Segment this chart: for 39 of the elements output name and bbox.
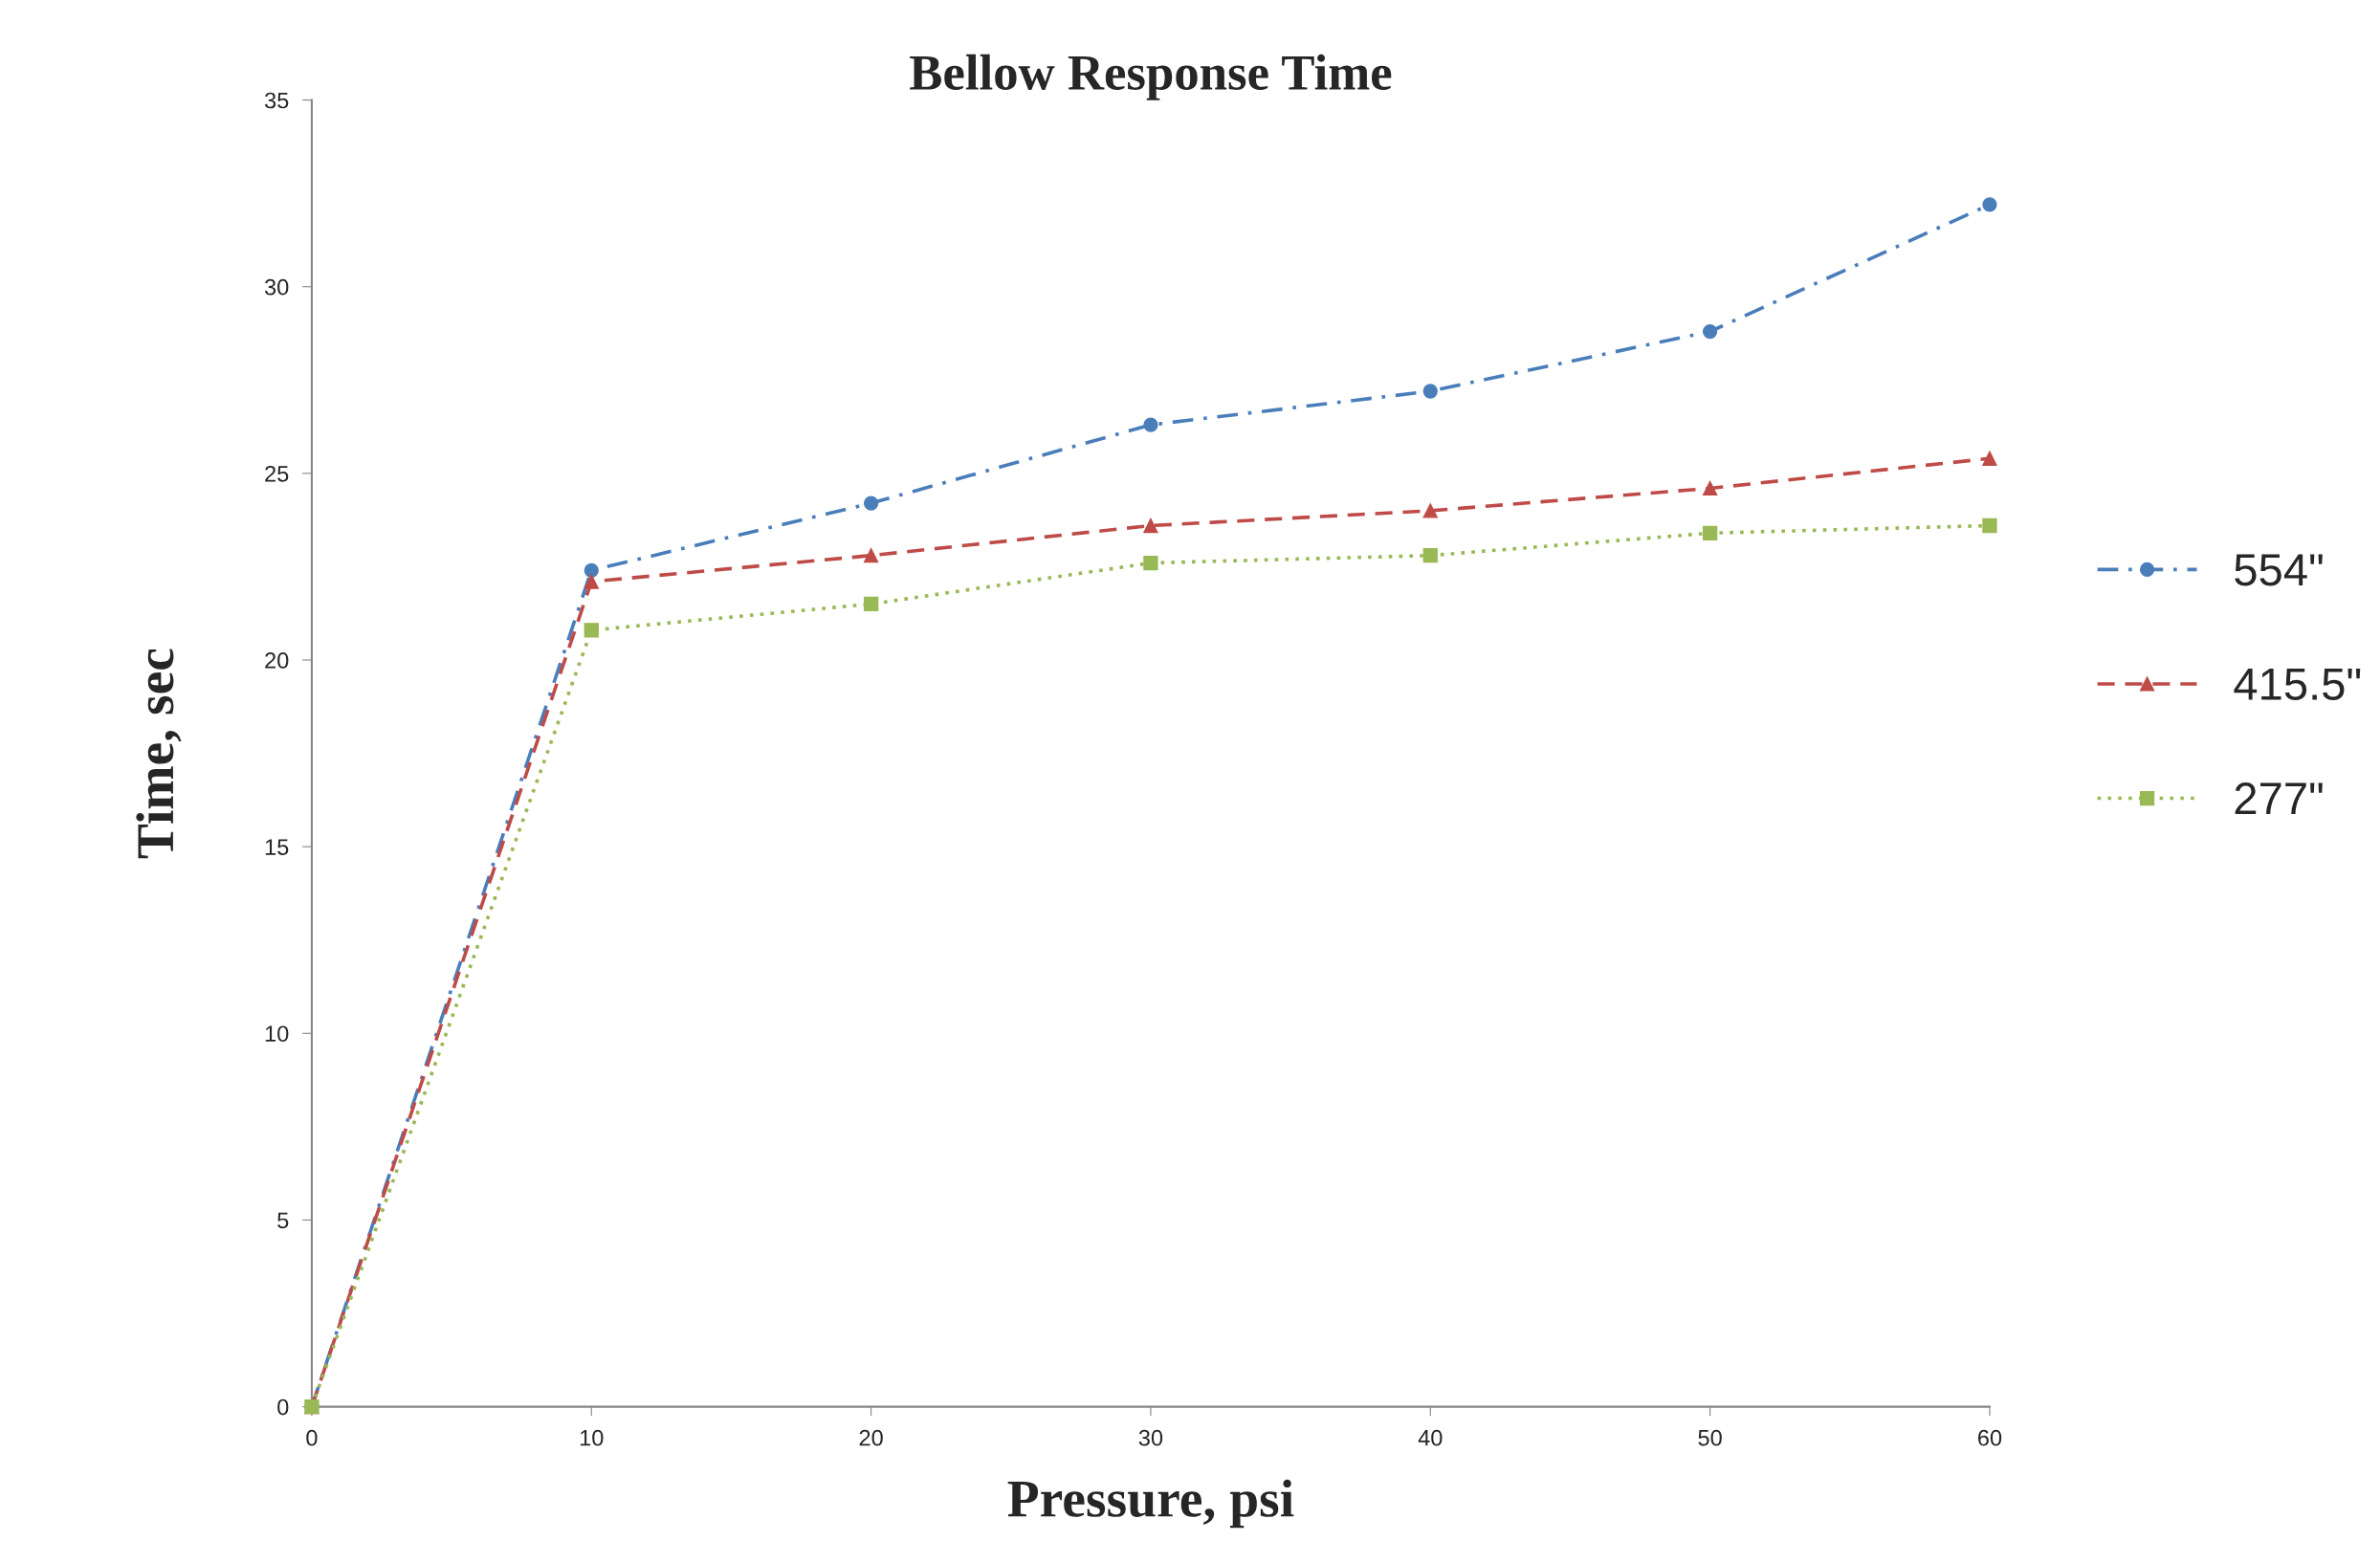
y-tick-label: 0 — [277, 1398, 289, 1416]
x-tick-label: 20 — [859, 1429, 883, 1446]
x-tick-label: 0 — [306, 1429, 318, 1446]
y-tick-label: 20 — [265, 652, 289, 669]
y-tick-label: 5 — [277, 1212, 289, 1229]
y-tick-label: 10 — [265, 1025, 289, 1043]
point — [1422, 503, 1438, 518]
x-tick-label: 60 — [1978, 1429, 2002, 1446]
point — [863, 596, 879, 612]
point — [1143, 517, 1158, 534]
point — [1702, 323, 1718, 340]
y-axis-title: Time, sec — [136, 649, 182, 859]
x-tick-label: 30 — [1138, 1429, 1163, 1446]
x-axis-title: Pressure, psi — [1007, 1479, 1294, 1529]
point — [1982, 517, 1997, 534]
point — [1143, 417, 1158, 432]
point — [584, 574, 599, 589]
point — [584, 562, 599, 578]
y-tick-label: 25 — [265, 465, 289, 482]
y-tick-label: 30 — [264, 278, 289, 296]
chart-title: Bellow Response Time — [910, 54, 1392, 100]
legend-label: 554" — [2235, 554, 2323, 586]
x-tick-label: 10 — [580, 1429, 604, 1446]
point — [1143, 555, 1158, 571]
point — [1422, 548, 1438, 563]
legend-label: 415.5" — [2234, 669, 2361, 700]
x-tick-label: 40 — [1418, 1429, 1443, 1446]
point — [863, 495, 879, 511]
point — [1702, 480, 1718, 496]
y-tick-label: 35 — [264, 92, 289, 109]
legend-label: 277" — [2235, 782, 2323, 815]
y-tick-label: 15 — [265, 839, 289, 855]
point — [1982, 451, 1997, 466]
point — [584, 623, 599, 638]
point — [1982, 197, 1997, 212]
point — [1702, 525, 1718, 540]
point — [863, 548, 879, 563]
x-tick-label: 50 — [1698, 1429, 1722, 1446]
point — [1422, 384, 1438, 399]
